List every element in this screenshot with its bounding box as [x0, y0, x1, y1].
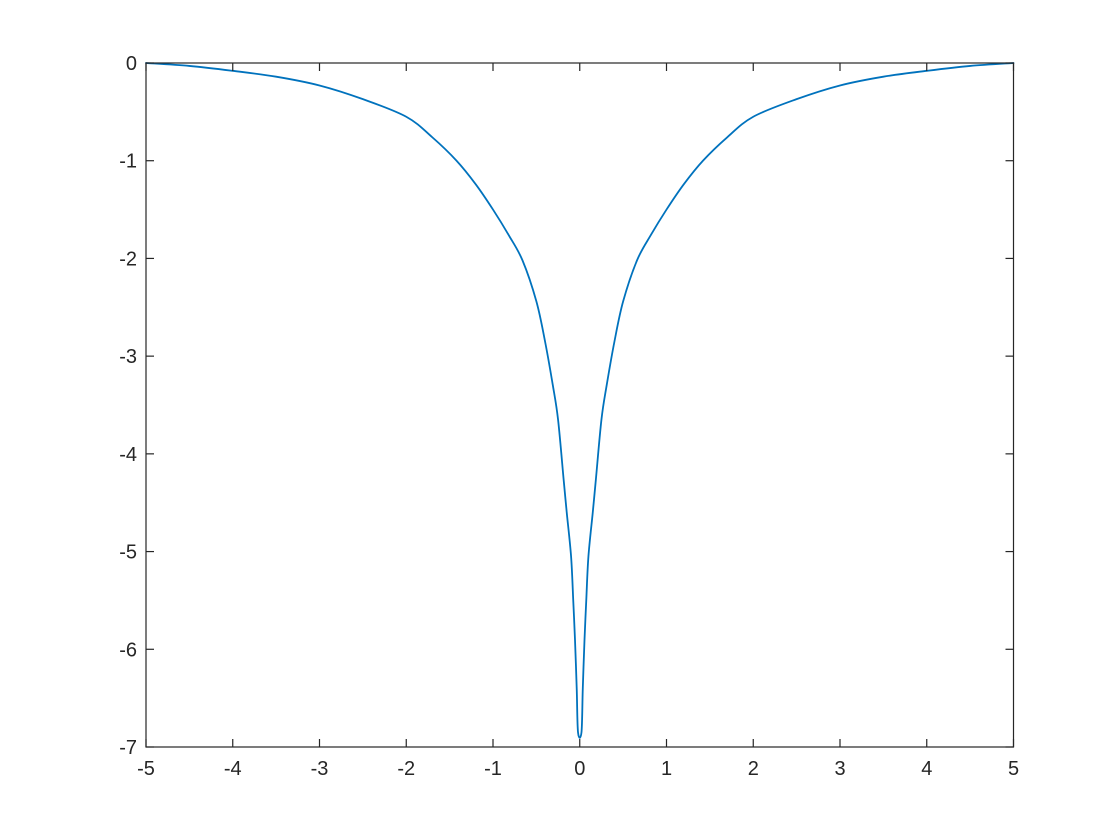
x-tick-label: 5 [1008, 758, 1019, 780]
x-tick-label: -5 [137, 758, 155, 780]
data-line [145, 62, 1015, 739]
x-tick-label: -2 [397, 758, 415, 780]
y-tick-label: -5 [119, 542, 137, 564]
x-tick-label: -3 [311, 758, 329, 780]
x-tick-label: 3 [834, 758, 845, 780]
y-tick-label: -1 [119, 151, 137, 173]
x-tick-label: 4 [921, 758, 932, 780]
x-tick-label: 0 [574, 758, 585, 780]
y-tick-label: -7 [119, 737, 137, 759]
y-tick-label: -6 [119, 639, 137, 661]
x-tick-label: 1 [661, 758, 672, 780]
y-tick-label: -3 [119, 346, 137, 368]
x-tick-label: -4 [224, 758, 242, 780]
x-tick-label: 2 [748, 758, 759, 780]
plot-area [146, 63, 1014, 747]
y-tick-label: -2 [119, 248, 137, 270]
x-tick-label: -1 [484, 758, 502, 780]
y-tick-label: -4 [119, 444, 137, 466]
y-tick-label: 0 [126, 53, 137, 75]
